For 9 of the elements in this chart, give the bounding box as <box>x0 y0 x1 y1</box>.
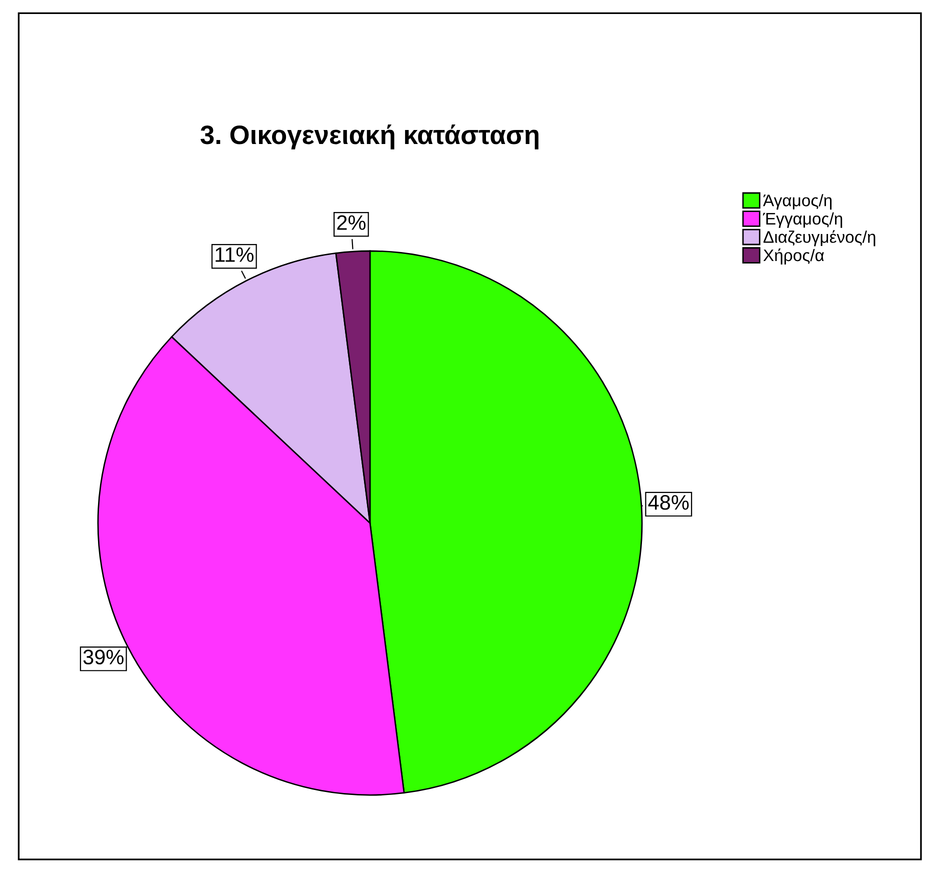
chart-title: 3. Οικογενειακή κατάσταση <box>200 124 538 150</box>
data-label: 2% <box>337 215 366 230</box>
data-label: 48% <box>648 495 689 510</box>
legend-label: Έγγαμος/η <box>762 212 842 228</box>
legend-label: Χήρος/α <box>763 248 824 264</box>
legend-label: Διαζευγμένος/η <box>763 230 876 246</box>
data-label: 11% <box>216 247 254 262</box>
data-label: 39% <box>83 650 124 664</box>
legend-label: Άγαμος/η <box>763 194 832 210</box>
